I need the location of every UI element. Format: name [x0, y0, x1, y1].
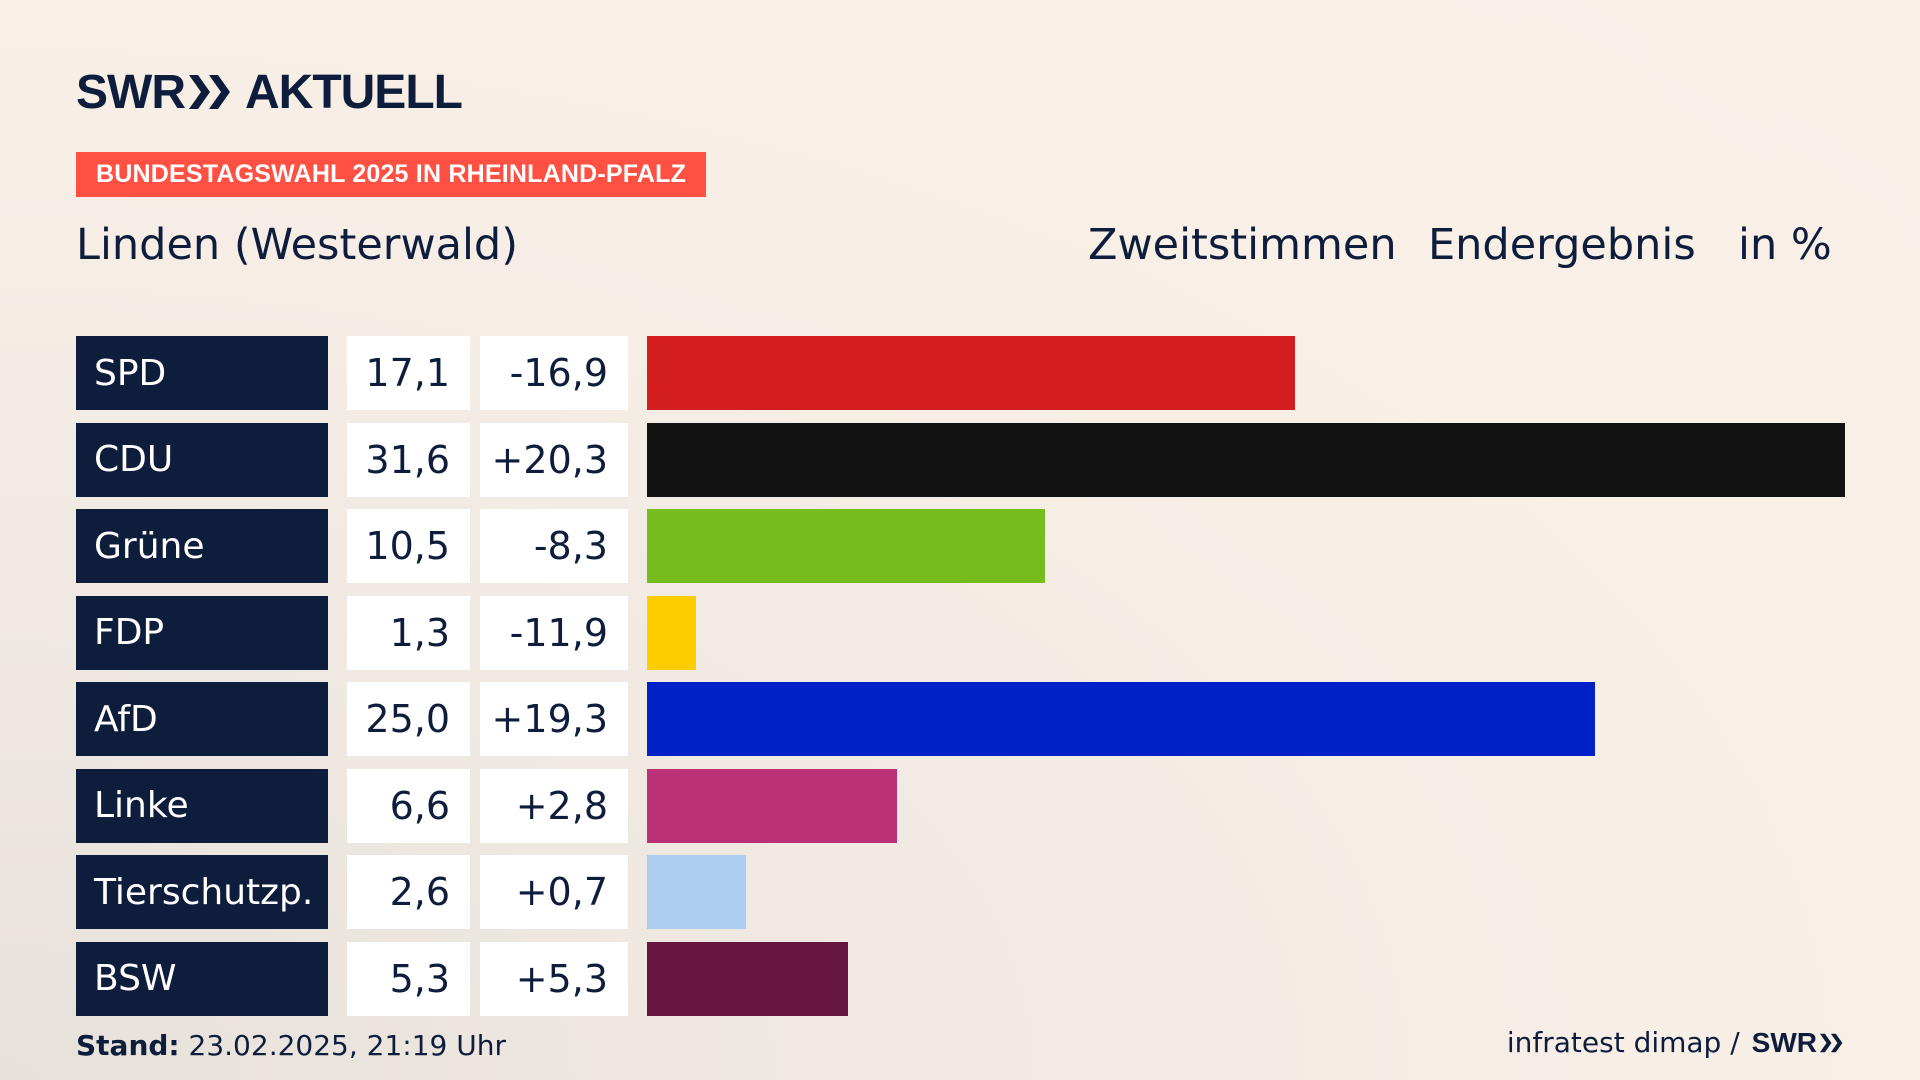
bar-fdp: [647, 595, 697, 670]
vote-change-value: -11,9: [480, 595, 628, 670]
party-label: SPD: [76, 336, 328, 410]
party-label: Linke: [76, 768, 328, 843]
party-row: SPD 17,1 -16,9: [0, 336, 1920, 410]
vote-share-value: 10,5: [347, 509, 470, 583]
party-row: Tierschutzp. 2,6 +0,7: [0, 855, 1920, 929]
double-chevron-icon: [1820, 1033, 1843, 1052]
party-row: Grüne 10,5 -8,3: [0, 509, 1920, 583]
unit-header: in %: [1738, 220, 1832, 270]
bar-spd: [647, 336, 1296, 410]
party-label: BSW: [76, 941, 328, 1016]
logo-brand: SWR: [76, 65, 186, 119]
vote-share-value: 5,3: [347, 941, 470, 1016]
vote-change-value: +20,3: [480, 422, 628, 497]
bar-linke: [647, 768, 898, 843]
small-logo-brand: SWR: [1751, 1026, 1817, 1058]
vote-change-value: +19,3: [480, 682, 628, 756]
bar-grüne: [647, 509, 1046, 583]
stand-label: Stand:: [76, 1029, 180, 1062]
bar-cdu: [647, 422, 1845, 497]
party-label: Grüne: [76, 509, 328, 583]
vote-share-value: 31,6: [347, 422, 470, 497]
source-text: infratest dimap /: [1506, 1026, 1740, 1059]
timestamp: Stand: 23.02.2025, 21:19 Uhr: [76, 1029, 506, 1062]
party-label: Tierschutzp.: [76, 855, 328, 929]
stand-value: 23.02.2025, 21:19 Uhr: [188, 1029, 506, 1062]
party-label: FDP: [76, 595, 328, 670]
vote-share-value: 1,3: [347, 595, 470, 670]
swr-small-logo: SWR: [1752, 1027, 1844, 1059]
region-title: Linden (Westerwald): [76, 220, 518, 270]
vote-change-value: +2,8: [480, 768, 628, 843]
party-row: BSW 5,3 +5,3: [0, 941, 1920, 1016]
party-row: Linke 6,6 +2,8: [0, 768, 1920, 843]
vote-share-value: 6,6: [347, 768, 470, 843]
vote-share-value: 17,1: [347, 336, 470, 410]
double-chevron-icon: [188, 75, 230, 109]
party-label: AfD: [76, 682, 328, 756]
party-label: CDU: [76, 422, 328, 497]
bar-afd: [647, 682, 1595, 756]
party-row: AfD 25,0 +19,3: [0, 682, 1920, 756]
logo-section: AKTUELL: [244, 65, 463, 119]
source-credit: infratest dimap / SWR: [1507, 1026, 1844, 1059]
vote-share-value: 25,0: [347, 682, 470, 756]
vote-change-value: -8,3: [480, 509, 628, 583]
election-tag: BUNDESTAGSWAHL 2025 IN RHEINLAND-PFALZ: [76, 152, 707, 197]
party-row: CDU 31,6 +20,3: [0, 422, 1920, 497]
bar-tierschutzp: [647, 855, 746, 929]
vote-share-value: 2,6: [347, 855, 470, 929]
bar-bsw: [647, 941, 848, 1016]
status-header: Endergebnis: [1428, 220, 1696, 270]
party-row: FDP 1,3 -11,9: [0, 595, 1920, 670]
vote-change-value: +5,3: [480, 941, 628, 1016]
vote-change-value: +0,7: [480, 855, 628, 929]
swr-aktuell-logo: SWR AKTUELL: [76, 65, 463, 119]
vote-type-header: Zweitstimmen: [1088, 220, 1397, 270]
vote-change-value: -16,9: [480, 336, 628, 410]
